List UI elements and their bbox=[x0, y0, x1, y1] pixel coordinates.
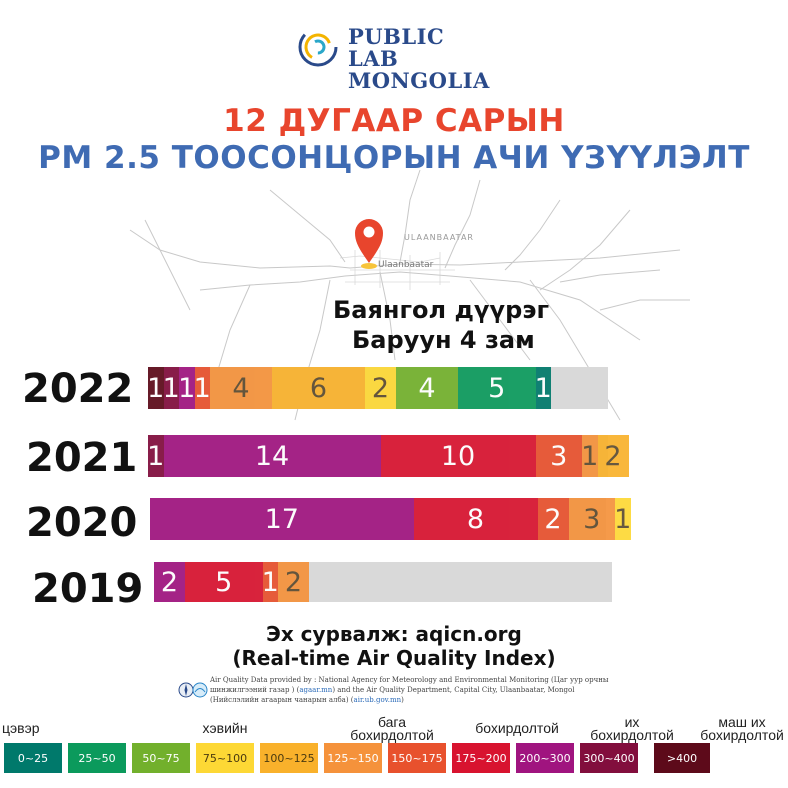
bar-row-2020: 17 8 2 3 1 bbox=[150, 498, 631, 540]
page-title-line1: 12 ДУГААР САРЫН bbox=[223, 103, 565, 139]
scale-box-3: 75~100 bbox=[196, 743, 254, 773]
scale-box-9: 300~400 bbox=[580, 743, 638, 773]
ulaanbaatar-map-background: ULAANBAATAR Ulaanbaatar bbox=[129, 169, 690, 421]
bar-segment-2022-150~175: 1 bbox=[194, 367, 210, 409]
bar-segment-2022-300~400: 1 bbox=[163, 367, 179, 409]
data-attribution: Air Quality Data provided by : National … bbox=[178, 675, 618, 715]
attribution-line1: Air Quality Data provided by : National … bbox=[210, 676, 609, 684]
bar-segment-2020-75~100: 1 bbox=[615, 498, 631, 540]
map-city-caps-label: ULAANBAATAR bbox=[404, 233, 474, 242]
bar-segment-2021-150~175: 3 bbox=[535, 435, 582, 477]
scale-box-0: 0~25 bbox=[4, 743, 62, 773]
attribution-line2b: ) and the Air Quality Department, Capita… bbox=[332, 686, 575, 694]
year-label-2022: 2022 bbox=[22, 366, 134, 412]
attribution-line3a: (Нийслэлийн агаарын чанарын алба) ( bbox=[210, 696, 354, 704]
logo-line2: MONGOLIA bbox=[348, 68, 490, 93]
legend-high-polluted-label: их бохирдолтой bbox=[590, 714, 674, 743]
year-label-2020: 2020 bbox=[26, 500, 138, 546]
bar-segment-2020-175~200: 8 bbox=[413, 498, 538, 540]
map-city-label: Ulaanbaatar bbox=[378, 260, 434, 270]
legend-clean-label: цэвэр bbox=[2, 720, 40, 736]
scale-box-8: 200~300 bbox=[516, 743, 574, 773]
bar-segment-2022->400: 1 bbox=[148, 367, 164, 409]
bar-segment-2019-150~175: 1 bbox=[262, 562, 278, 602]
scale-box-4: 100~125 bbox=[260, 743, 318, 773]
bar-segment-2021-175~200: 10 bbox=[380, 435, 536, 477]
scale-box-7: 175~200 bbox=[452, 743, 510, 773]
scale-box-10: >400 bbox=[654, 743, 710, 773]
attribution-line3b: ) bbox=[401, 696, 404, 704]
bar-segment-2021-125~150: 1 bbox=[582, 435, 598, 477]
bar-segment-2022-0~25: 1 bbox=[535, 367, 551, 409]
location-street: Баруун 4 зам bbox=[352, 326, 535, 354]
bar-segment-2019-175~200: 5 bbox=[185, 562, 263, 602]
bar-segment-2022-25~50: 5 bbox=[458, 367, 536, 409]
attribution-line2a: шинжилгээний газар ) ( bbox=[210, 686, 300, 694]
logo-rings-icon bbox=[298, 27, 338, 67]
bar-segment-2022-75~100: 2 bbox=[365, 367, 396, 409]
legend-normal-label: хэвийн bbox=[202, 720, 248, 736]
air-ub-link[interactable]: air.ub.gov.mn bbox=[353, 696, 402, 704]
bar-segment-2022-100~125: 6 bbox=[272, 367, 365, 409]
page-title-line2: PM 2.5 ТООСОНЦОРЫН АЧИ ҮЗҮҮЛЭЛТ bbox=[38, 140, 750, 176]
year-label-2021: 2021 bbox=[26, 435, 138, 481]
location-pin-icon bbox=[355, 219, 383, 269]
bar-segment-2019-125~150: 2 bbox=[278, 562, 309, 602]
bar-segment-2022-50~75: 4 bbox=[396, 367, 458, 409]
source-subtitle: (Real-time Air Quality Index) bbox=[232, 646, 556, 670]
bar-row-2021: 1 14 10 3 1 2 bbox=[148, 435, 629, 477]
bar-segment-2019-200~300: 2 bbox=[154, 562, 185, 602]
agaar-link[interactable]: agaar.mn bbox=[299, 686, 333, 694]
scale-box-2: 50~75 bbox=[132, 743, 190, 773]
bar-segment-2020-200~300: 17 bbox=[150, 498, 414, 540]
logo-line1: PUBLIC LAB bbox=[348, 24, 445, 71]
agency-logos-icon bbox=[178, 682, 208, 698]
bar-segment-2021-300~400: 1 bbox=[148, 435, 164, 477]
aqi-color-scale: 0~25 25~50 50~75 75~100 100~125 125~150 150~17… bbox=[4, 743, 784, 773]
bar-segment-2020-125~150: 3 bbox=[568, 498, 615, 540]
legend-very-high-polluted-label: маш их бохирдолтой bbox=[700, 714, 784, 743]
legend-polluted-label: бохирдолтой bbox=[475, 720, 559, 736]
bar-segment-2022-200~300: 1 bbox=[179, 367, 195, 409]
bar-segment-2020-150~175: 2 bbox=[537, 498, 569, 540]
year-label-2019: 2019 bbox=[32, 566, 144, 612]
bar-segment-2021-100~125: 2 bbox=[597, 435, 629, 477]
legend-low-polluted-label: бага бохирдолтой bbox=[350, 714, 434, 743]
public-lab-logo: PUBLIC LAB MONGOLIA bbox=[296, 22, 496, 92]
bar-segment-2022-125~150: 4 bbox=[210, 367, 272, 409]
bar-segment-2021-200~300: 14 bbox=[163, 435, 381, 477]
scale-box-6: 150~175 bbox=[388, 743, 446, 773]
location-district: Баянгол дүүрэг bbox=[333, 296, 550, 324]
source-label: Эх сурвалж: aqicn.org bbox=[266, 622, 522, 646]
scale-box-1: 25~50 bbox=[68, 743, 126, 773]
scale-box-5: 125~150 bbox=[324, 743, 382, 773]
